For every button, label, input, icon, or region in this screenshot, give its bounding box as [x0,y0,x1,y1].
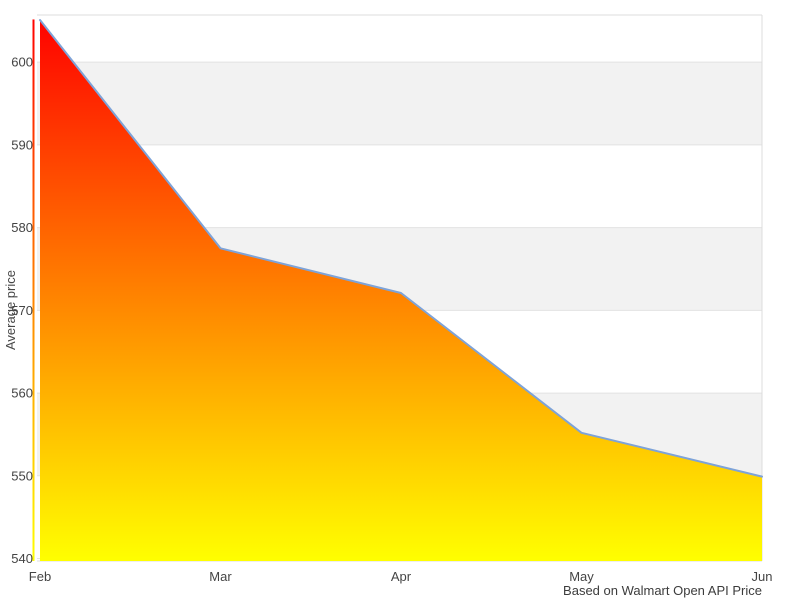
chart-caption: Based on Walmart Open API Price [563,583,762,598]
y-tick-label: 560 [11,386,33,401]
y-tick-label: 550 [11,468,33,483]
y-tick-label: 580 [11,220,33,235]
area-left-strip [32,19,35,562]
y-tick-label: 590 [11,137,33,152]
grid-band [37,62,762,145]
x-tick-label: Mar [209,569,232,584]
x-tick-label: Jun [752,569,773,584]
y-tick-label: 600 [11,55,33,70]
area-series [40,20,762,561]
x-tick-label: May [569,569,594,584]
y-tick-label: 570 [11,303,33,318]
y-tick-label: 540 [11,551,33,566]
y-axis-title: Average price [3,270,18,350]
x-tick-label: Feb [29,569,51,584]
series-line [39,19,763,478]
x-tick-label: Apr [391,569,412,584]
